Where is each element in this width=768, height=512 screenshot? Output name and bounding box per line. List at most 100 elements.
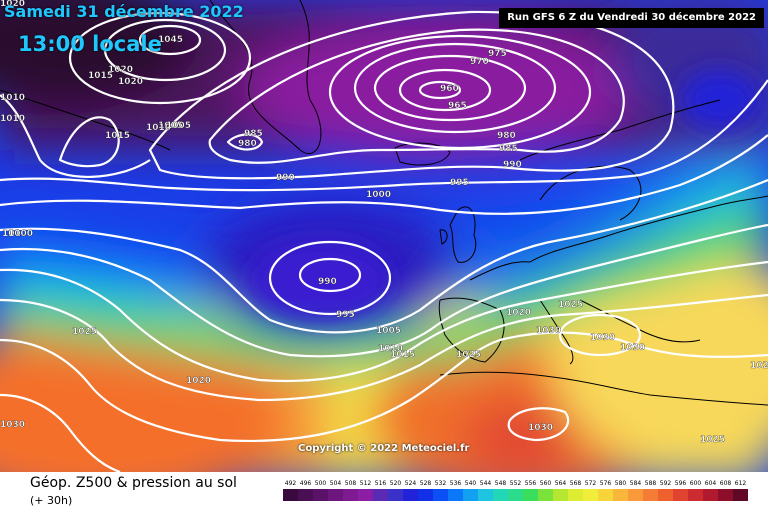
- legend-swatch: [688, 489, 703, 501]
- legend-value: 560: [540, 480, 552, 487]
- isobar-low-iceland-970: [373, 54, 527, 122]
- isobar-label: 980: [238, 139, 257, 149]
- isobar-label: 1015: [105, 131, 130, 141]
- isobar-label: 1045: [158, 35, 183, 45]
- isobar-label: 1015: [390, 350, 415, 360]
- isobar-label: 1010: [378, 344, 403, 354]
- isobar-label: 1015: [88, 71, 113, 81]
- legend-swatch: [658, 489, 673, 501]
- legend-swatch: [733, 489, 748, 501]
- legend-swatch: [313, 489, 328, 501]
- isobar-label: 990: [503, 160, 522, 170]
- legend-value: 608: [720, 480, 732, 487]
- legend-swatch: [673, 489, 688, 501]
- isobars: [0, 10, 768, 472]
- legend-value: 576: [600, 480, 612, 487]
- legend-swatch: [418, 489, 433, 501]
- legend-value: 500: [315, 480, 327, 487]
- legend-swatch: [523, 489, 538, 501]
- isobar-985-greenland: [226, 133, 264, 151]
- product-title: Géop. Z500 & pression au sol: [30, 475, 237, 491]
- legend-value: 532: [435, 480, 447, 487]
- legend-value: 592: [660, 480, 672, 487]
- isobar-1000: [0, 134, 768, 215]
- coastline-europe: [469, 195, 768, 281]
- legend-swatch: [568, 489, 583, 501]
- isobar-label: 1000: [8, 229, 33, 239]
- legend-value: 512: [360, 480, 372, 487]
- isobar-label: 1025: [558, 300, 583, 310]
- isobar-high-canada-1035: [68, 11, 252, 105]
- legend-swatch: [628, 489, 643, 501]
- legend-swatch: [493, 489, 508, 501]
- legend-value: 580: [615, 480, 627, 487]
- legend-swatch: [328, 489, 343, 501]
- isobar-high-canada-1045: [138, 24, 202, 56]
- isobar-high-balkans-1030: [558, 313, 642, 357]
- legend-value: 604: [705, 480, 717, 487]
- isobar-label: 1020: [0, 0, 25, 9]
- isobar-label: 1025: [456, 350, 481, 360]
- isobar-1025: [0, 331, 768, 443]
- isobar-label: 960: [440, 84, 459, 94]
- isobar-low-iceland-960: [418, 80, 462, 100]
- legend-swatch: [478, 489, 493, 501]
- legend-swatch: [508, 489, 523, 501]
- legend-value: 540: [465, 480, 477, 487]
- legend-value: 492: [285, 480, 297, 487]
- legend-value: 548: [495, 480, 507, 487]
- legend-swatch: [598, 489, 613, 501]
- isobar-label: 1020: [186, 376, 211, 386]
- model-run-info: Run GFS 6 Z du Vendredi 30 décembre 2022: [499, 8, 764, 28]
- isobar-1030-sw: [0, 393, 121, 472]
- isobar-label: 1030: [620, 343, 645, 353]
- isobar-label: 1020: [506, 308, 531, 318]
- isobar-low-iceland-975: [353, 42, 557, 134]
- legend-swatch: [298, 489, 313, 501]
- isobar-label: 990: [276, 173, 295, 183]
- isobar-label: 1025: [72, 327, 97, 337]
- isobar-label: 1005: [158, 121, 183, 131]
- legend-swatch: [388, 489, 403, 501]
- isobar-1020: [0, 293, 768, 402]
- isobar-label: 1010: [0, 114, 25, 124]
- legend-swatch: [463, 489, 478, 501]
- copyright-notice: Copyright © 2022 Meteociel.fr: [298, 443, 470, 454]
- isobar-1010-nw: [0, 94, 151, 178]
- legend-value: 556: [525, 480, 537, 487]
- legend-swatch: [703, 489, 718, 501]
- isobar-label: 970: [470, 57, 489, 67]
- isobar-label: 1010: [2, 229, 27, 239]
- coastline-italy: [539, 299, 574, 365]
- legend-value: 528: [420, 480, 432, 487]
- isobar-label: 1025: [700, 435, 725, 445]
- isobar-1005: [0, 178, 768, 334]
- isobar-label: 985: [244, 129, 263, 139]
- legend-value: 536: [450, 480, 462, 487]
- legend-value: 520: [390, 480, 402, 487]
- weather-map: 1045 1020 1015 1020 1010 1005 1010 1010 …: [0, 0, 768, 472]
- legend-swatch: [283, 489, 298, 501]
- isobar-label: 1005: [166, 121, 191, 131]
- legend-value: 588: [645, 480, 657, 487]
- legend-value: 568: [570, 480, 582, 487]
- legend-value: 584: [630, 480, 642, 487]
- coastline-north-africa: [439, 371, 768, 406]
- isobar-label: 1030: [528, 423, 553, 433]
- isobar-low-iceland-965: [398, 68, 492, 112]
- isobar-1015-nw: [58, 116, 120, 168]
- isobar-low-atlantic-995: [268, 240, 392, 316]
- isobar-label: 980: [497, 131, 516, 141]
- legend-value: 552: [510, 480, 522, 487]
- legend-value: 564: [555, 480, 567, 487]
- legend-value: 516: [375, 480, 387, 487]
- isobar-label: 975: [488, 49, 507, 59]
- legend-swatch: [643, 489, 658, 501]
- isobar-label: 1020: [118, 77, 143, 87]
- legend-swatch: [373, 489, 388, 501]
- isobar-label: 1030: [590, 333, 615, 343]
- legend-value: 524: [405, 480, 417, 487]
- isobar-label: 1005: [376, 326, 401, 336]
- isobar-label: 990: [318, 277, 337, 287]
